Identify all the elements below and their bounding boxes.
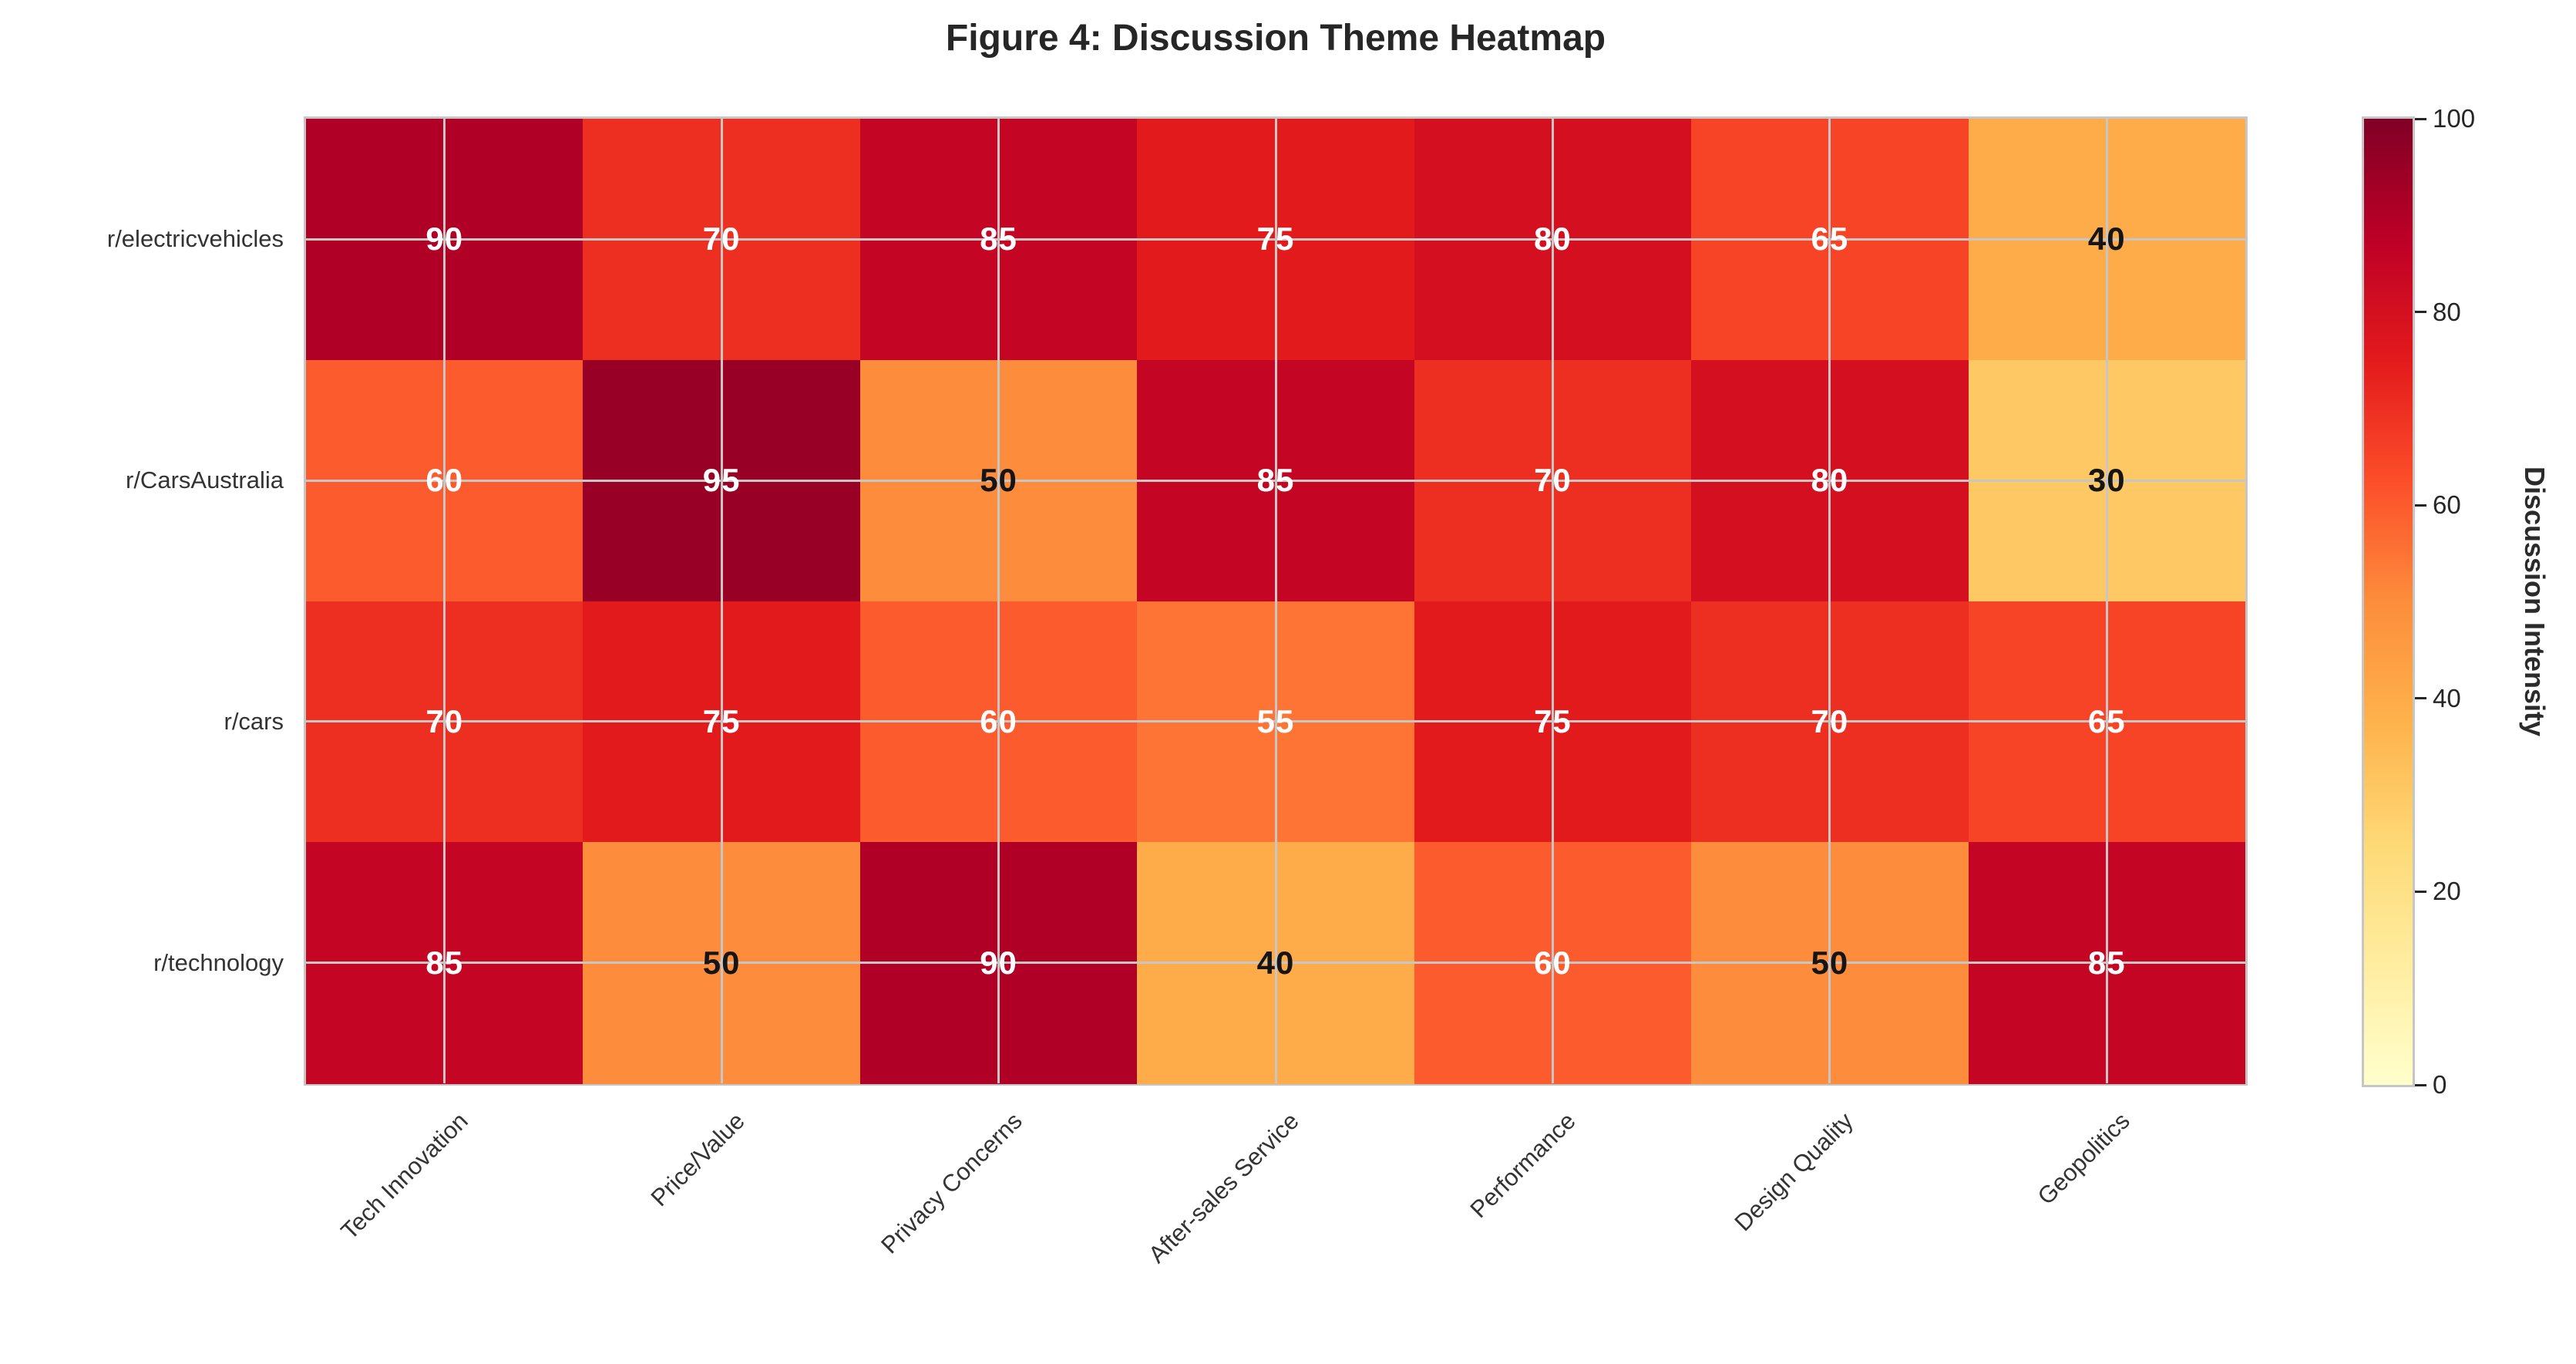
cell-value: 55	[1256, 702, 1295, 739]
colorbar-tick-mark	[2415, 311, 2426, 314]
colorbar-tick-mark	[2415, 1083, 2426, 1086]
cell-value: 90	[425, 221, 464, 258]
colorbar-tick-mark	[2415, 890, 2426, 893]
colorbar-tick-label: 40	[2433, 683, 2461, 712]
cell-value: 65	[2087, 702, 2126, 739]
cell-value: 60	[425, 462, 464, 499]
cell-value: 75	[1256, 221, 1295, 258]
colorbar-tick-mark	[2415, 504, 2426, 507]
col-label: After-sales Service	[1143, 1107, 1304, 1268]
cell-value: 70	[702, 221, 741, 258]
colorbar-tick-label: 20	[2433, 877, 2461, 906]
col-label: Tech Innovation	[335, 1107, 473, 1245]
colorbar-tick-label: 0	[2433, 1070, 2447, 1099]
cell-value: 75	[1534, 702, 1572, 739]
col-label: Privacy Concerns	[875, 1107, 1027, 1259]
row-label: r/cars	[224, 707, 284, 735]
cell-value: 40	[1256, 944, 1295, 981]
cell-value: 40	[2087, 221, 2126, 258]
cell-value: 80	[1534, 221, 1572, 258]
cell-value: 85	[2087, 944, 2126, 981]
cell-value: 80	[1811, 462, 1849, 499]
row-label: r/technology	[153, 948, 284, 976]
row-label: r/electricvehicles	[106, 225, 284, 253]
cell-value: 90	[980, 944, 1017, 981]
colorbar	[2362, 116, 2415, 1087]
colorbar-tick-label: 100	[2433, 104, 2476, 133]
cell-value: 85	[425, 944, 464, 981]
cell-value: 65	[1811, 221, 1849, 258]
col-label: Design Quality	[1729, 1107, 1858, 1237]
row-label: r/CarsAustralia	[126, 466, 284, 494]
cell-value: 60	[980, 702, 1017, 739]
cell-value: 50	[702, 944, 741, 981]
cell-value: 85	[980, 221, 1017, 258]
cell-value: 70	[425, 702, 464, 739]
cell-value: 70	[1534, 462, 1572, 499]
cell-value: 50	[980, 462, 1017, 499]
cell-value: 75	[702, 702, 741, 739]
colorbar-tick-mark	[2415, 697, 2426, 700]
cell-value: 70	[1811, 702, 1849, 739]
cell-value: 85	[1256, 462, 1295, 499]
chart-title: Figure 4: Discussion Theme Heatmap	[945, 18, 1606, 59]
colorbar-tick-label: 60	[2433, 490, 2461, 520]
cell-value: 50	[1811, 944, 1849, 981]
heatmap-plot-area: 90 70 85 75 80 65 40 60 95 50 85 70 80 30 70 75 60 55 75 70…	[304, 116, 2248, 1086]
col-label: Performance	[1465, 1107, 1582, 1224]
col-label: Geopolitics	[2032, 1107, 2136, 1211]
cell-value: 95	[702, 462, 741, 499]
colorbar-tick-mark	[2415, 117, 2426, 120]
cell-value: 60	[1534, 944, 1572, 981]
colorbar-tick-label: 80	[2433, 297, 2461, 326]
colorbar-axis-label: Discussion Intensity	[2519, 466, 2551, 737]
col-label: Price/Value	[645, 1107, 750, 1212]
cell-value: 30	[2087, 462, 2126, 499]
